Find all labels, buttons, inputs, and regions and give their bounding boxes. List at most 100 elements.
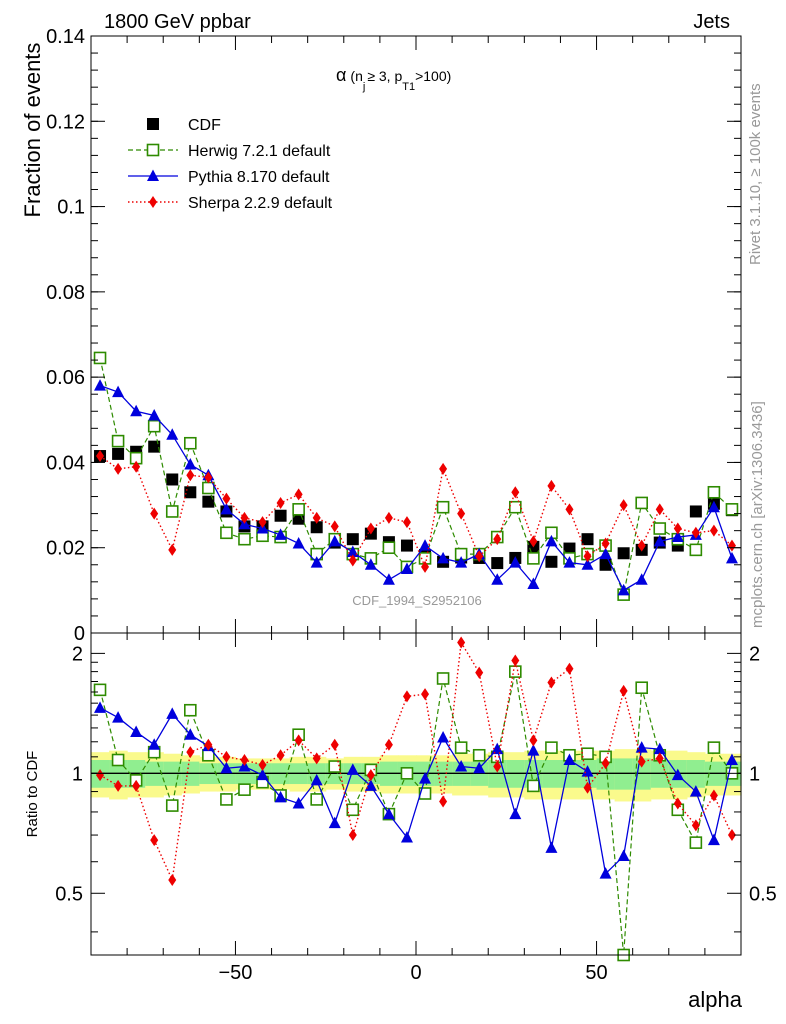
x-axis-label: alpha bbox=[688, 987, 743, 1012]
series-line-pythia bbox=[99, 385, 733, 592]
series-line-herwig bbox=[99, 357, 733, 597]
point-herwig bbox=[635, 496, 648, 510]
ratio-point-sherpa bbox=[583, 781, 592, 794]
point-pythia bbox=[184, 458, 197, 470]
series-sherpa bbox=[96, 450, 736, 573]
ratio-y-label: Ratio to CDF bbox=[24, 751, 41, 838]
point-herwig bbox=[93, 351, 107, 365]
legend: CDF Herwig 7.2.1 default Pythia 8.170 defa… bbox=[128, 117, 333, 212]
ratio-point-sherpa bbox=[96, 769, 105, 782]
ratio-point-sherpa bbox=[529, 734, 538, 747]
ratio-point-pythia bbox=[184, 728, 197, 740]
point-pythia bbox=[437, 551, 450, 564]
ratio-point-herwig bbox=[346, 803, 360, 817]
ratio-point-pythia bbox=[292, 797, 305, 809]
ratio-point-pythia bbox=[382, 807, 395, 820]
point-sherpa bbox=[727, 539, 736, 552]
ratio-point-herwig bbox=[454, 741, 468, 754]
plot-title: α (nj≥ 3, pT1>100) bbox=[336, 65, 451, 93]
ratio-point-pythia bbox=[328, 816, 341, 829]
ratio-point-pythia bbox=[364, 779, 377, 791]
ratio-point-pythia bbox=[617, 849, 630, 862]
ratio-point-pythia bbox=[689, 785, 702, 797]
point-cdf bbox=[346, 533, 359, 546]
main-y-tick-label: 0.06 bbox=[46, 367, 85, 389]
ratio-point-pythia bbox=[148, 738, 161, 750]
ratio-point-sherpa bbox=[366, 769, 375, 782]
ratio-point-sherpa bbox=[457, 636, 466, 649]
ratio-point-pythia bbox=[419, 772, 432, 784]
point-sherpa bbox=[168, 543, 177, 556]
point-herwig bbox=[165, 505, 179, 518]
legend-label-pythia: Pythia 8.170 default bbox=[188, 169, 330, 186]
legend-marker-pythia bbox=[147, 169, 159, 181]
point-sherpa bbox=[402, 516, 411, 529]
point-sherpa bbox=[186, 469, 195, 482]
point-pythia bbox=[635, 573, 648, 585]
point-pythia bbox=[545, 534, 558, 547]
point-sherpa bbox=[222, 492, 231, 505]
ratio-point-sherpa bbox=[204, 738, 213, 751]
ratio-point-herwig bbox=[436, 672, 450, 685]
ratio-point-pythia bbox=[220, 761, 233, 774]
ratio-point-sherpa bbox=[168, 873, 177, 886]
ratio-point-sherpa bbox=[240, 754, 249, 767]
ratio-point-pythia bbox=[112, 711, 125, 723]
ratio-point-herwig bbox=[707, 741, 721, 754]
point-pythia bbox=[274, 528, 287, 540]
ratio-point-pythia bbox=[310, 773, 323, 786]
point-herwig bbox=[382, 541, 396, 555]
ratio-point-pythia bbox=[653, 742, 666, 755]
point-herwig bbox=[220, 526, 233, 540]
point-sherpa bbox=[529, 535, 538, 548]
point-cdf bbox=[184, 486, 197, 499]
point-pythia bbox=[707, 500, 720, 513]
ratio-point-sherpa bbox=[132, 779, 141, 792]
ratio-point-sherpa bbox=[727, 829, 736, 842]
point-cdf bbox=[274, 509, 287, 522]
point-sherpa bbox=[691, 526, 700, 539]
point-herwig bbox=[725, 503, 739, 516]
point-cdf bbox=[545, 555, 558, 568]
ratio-point-sherpa bbox=[709, 789, 718, 802]
ratio-point-sherpa bbox=[294, 734, 303, 747]
ratio-x-tick-label: 0 bbox=[410, 962, 421, 984]
ratio-point-sherpa bbox=[348, 829, 357, 842]
point-pythia bbox=[382, 573, 395, 585]
ratio-point-sherpa bbox=[439, 795, 448, 808]
ratio-point-herwig bbox=[418, 787, 432, 800]
ratio-point-sherpa bbox=[222, 750, 231, 763]
point-sherpa bbox=[457, 507, 466, 520]
main-y-tick-label: 0.04 bbox=[46, 452, 85, 474]
point-sherpa bbox=[132, 460, 141, 473]
ratio-point-sherpa bbox=[114, 779, 123, 792]
point-sherpa bbox=[619, 499, 628, 512]
point-cdf bbox=[202, 495, 215, 508]
ratio-point-sherpa bbox=[150, 834, 159, 847]
ratio-point-sherpa bbox=[637, 755, 646, 768]
point-herwig bbox=[111, 434, 125, 448]
main-y-tick-label: 0.02 bbox=[46, 538, 85, 560]
point-sherpa bbox=[204, 471, 213, 484]
legend-marker-herwig bbox=[146, 143, 160, 157]
ratio-point-pythia bbox=[437, 731, 450, 743]
ratio-y-tick-label: 0.5 bbox=[55, 883, 83, 905]
legend-marker-cdf bbox=[147, 118, 159, 130]
point-herwig bbox=[509, 500, 522, 514]
uncertainty-band-inner bbox=[596, 758, 616, 790]
point-pythia bbox=[292, 536, 305, 549]
ratio-y-tick-label: 1 bbox=[72, 763, 83, 785]
main-y-tick-label: 0.12 bbox=[46, 111, 85, 133]
ratio-point-herwig bbox=[220, 793, 233, 806]
ratio-point-herwig bbox=[184, 703, 197, 717]
point-pythia bbox=[563, 556, 576, 568]
ratio-point-sherpa bbox=[547, 676, 556, 689]
legend-label-sherpa: Sherpa 2.2.9 default bbox=[188, 195, 333, 212]
point-pythia bbox=[112, 385, 125, 398]
point-sherpa bbox=[384, 511, 393, 524]
point-sherpa bbox=[547, 479, 556, 492]
point-herwig bbox=[147, 419, 161, 433]
point-sherpa bbox=[421, 560, 430, 573]
point-sherpa bbox=[312, 511, 321, 524]
